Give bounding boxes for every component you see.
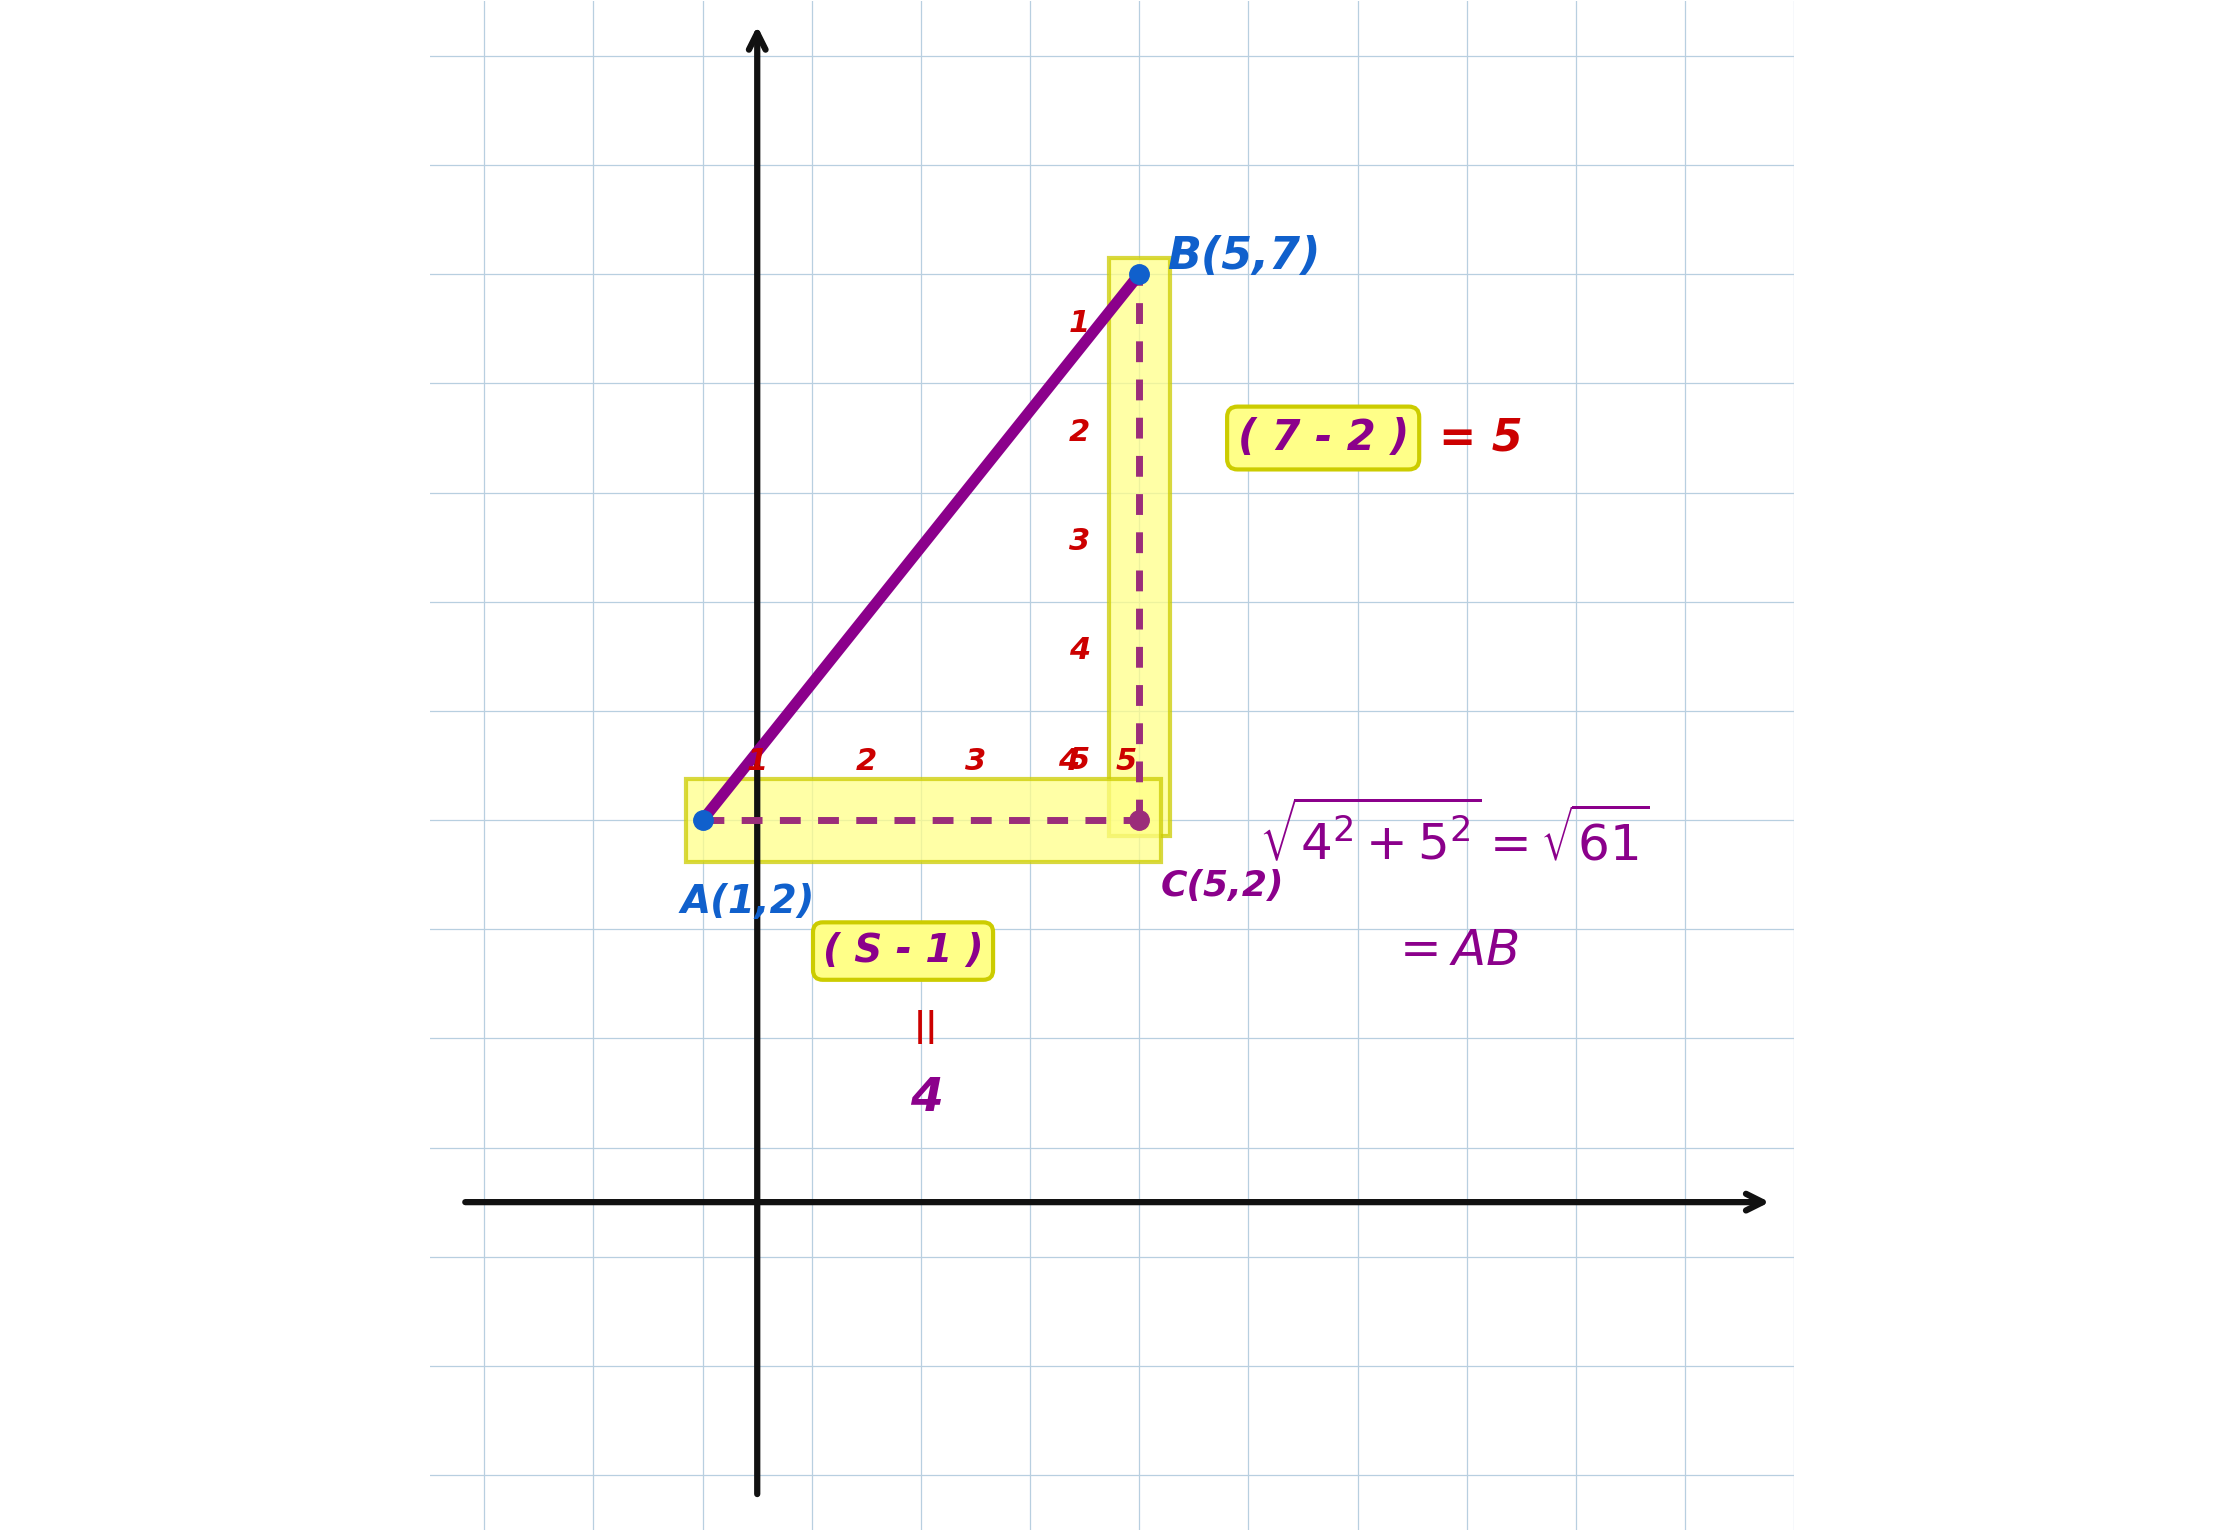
Text: 5: 5	[1070, 746, 1090, 775]
Text: A(1,2): A(1,2)	[681, 883, 816, 920]
Text: 4: 4	[910, 1076, 943, 1121]
Bar	[1110, 257, 1170, 836]
Text: 4: 4	[1070, 637, 1090, 666]
Text: ( S - 1 ): ( S - 1 )	[823, 932, 983, 971]
Text: 4: 4	[1059, 747, 1079, 776]
Text: 3: 3	[1070, 527, 1090, 556]
Text: 5: 5	[1116, 747, 1136, 776]
Text: 1: 1	[747, 747, 767, 776]
Text: C(5,2): C(5,2)	[1161, 870, 1285, 903]
Bar	[687, 779, 1161, 862]
Text: $= AB$: $= AB$	[1390, 928, 1519, 975]
Text: $\sqrt{4^2+5^2}=\sqrt{61}$: $\sqrt{4^2+5^2}=\sqrt{61}$	[1259, 802, 1650, 871]
Text: 1: 1	[1070, 309, 1090, 338]
Text: B(5,7): B(5,7)	[1168, 234, 1321, 277]
Text: 2: 2	[1070, 418, 1090, 447]
Text: 2: 2	[856, 747, 876, 776]
Text: 3: 3	[965, 747, 985, 776]
Text: ||: ||	[914, 1010, 939, 1044]
Text: = 5: = 5	[1439, 416, 1523, 459]
Text: ( 7 - 2 ): ( 7 - 2 )	[1237, 416, 1408, 459]
